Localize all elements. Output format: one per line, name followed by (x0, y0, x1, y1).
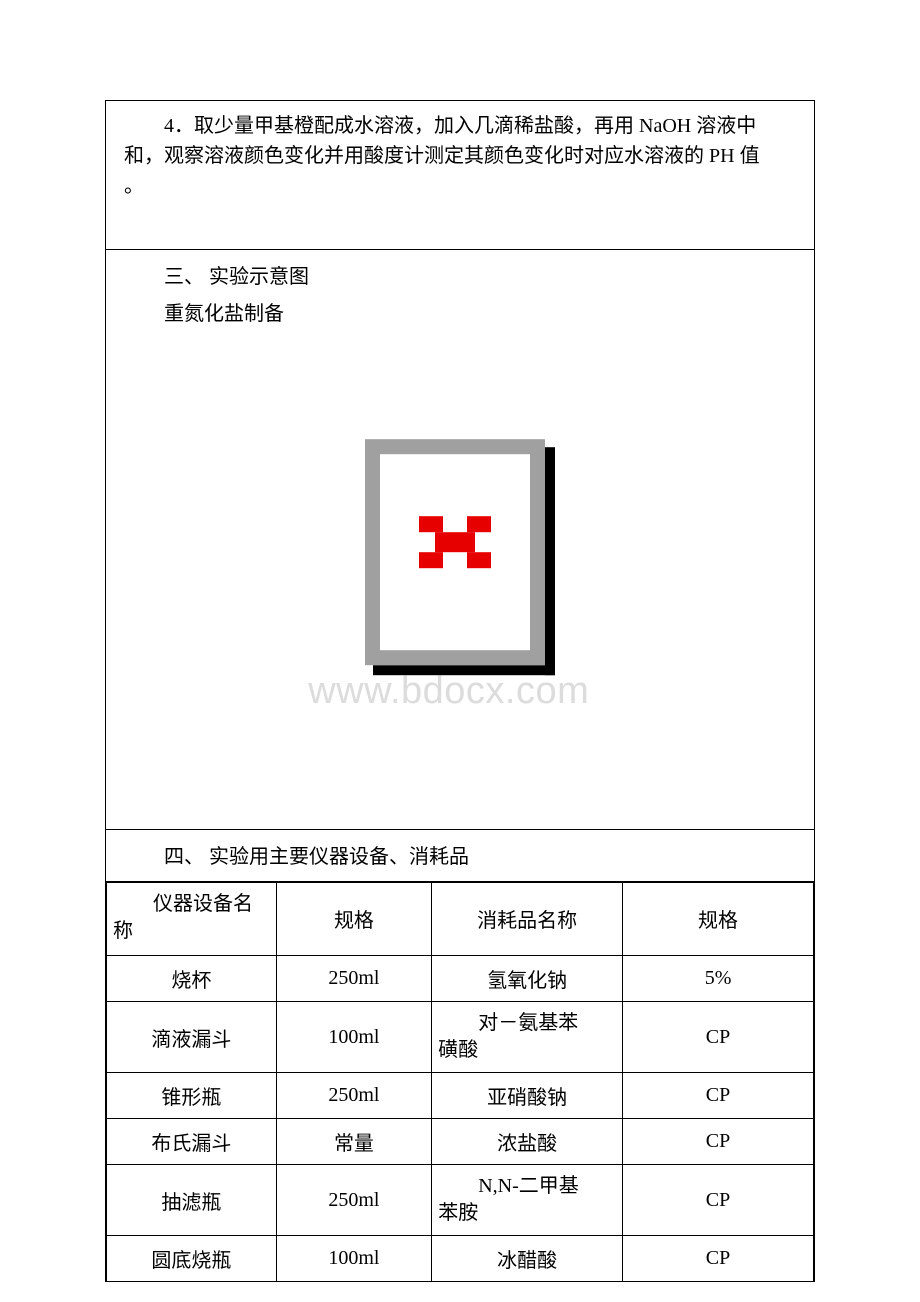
cell-spec1: 250ml (276, 956, 432, 1002)
cell-equip: 滴液漏斗 (107, 1002, 277, 1073)
cell-spec2: CP (623, 1236, 814, 1282)
section-4-heading: 四、 实验用主要仪器设备、消耗品 (124, 840, 796, 869)
table-row: 圆底烧瓶 100ml 冰醋酸 CP (107, 1236, 814, 1282)
diagram-container: www.bdocx.com (124, 326, 796, 811)
cell-consumable: 浓盐酸 (432, 1119, 623, 1165)
cell-spec1: 250ml (276, 1165, 432, 1236)
step4-line1: 4．取少量甲基橙配成水溶液，加入几滴稀盐酸，再用 NaOH 溶液中 (124, 111, 796, 141)
col-spec1: 规格 (276, 883, 432, 956)
section-3-subheading: 重氮化盐制备 (124, 297, 796, 326)
cell-spec2: CP (623, 1119, 814, 1165)
cell-spec2: CP (623, 1165, 814, 1236)
section-3-heading: 三、 实验示意图 (124, 260, 796, 289)
cell-consumable: 亚硝酸钠 (432, 1073, 623, 1119)
step4-line3: 。 (124, 171, 796, 201)
broken-image-icon (365, 439, 555, 675)
cell-consumable: 对－氨基苯 磺酸 (432, 1002, 623, 1073)
section-diagram: 三、 实验示意图 重氮化盐制备 (106, 250, 815, 830)
table-row: 抽滤瓶 250ml N,N-二甲基 苯胺 CP (107, 1165, 814, 1236)
table-header-row: 仪器设备名 称 规格 消耗品名称 规格 (107, 883, 814, 956)
watermark-text: www.bdocx.com (308, 670, 589, 713)
cell-consumable: N,N-二甲基 苯胺 (432, 1165, 623, 1236)
equipment-table: 仪器设备名 称 规格 消耗品名称 规格 烧杯 250ml 氢氧化钠 5% 滴液漏… (106, 882, 814, 1281)
table-row: 锥形瓶 250ml 亚硝酸钠 CP (107, 1073, 814, 1119)
step4-line2: 和，观察溶液颜色变化并用酸度计测定其颜色变化时对应水溶液的 PH 值 (124, 141, 796, 171)
table-row: 滴液漏斗 100ml 对－氨基苯 磺酸 CP (107, 1002, 814, 1073)
equipment-table-container: 仪器设备名 称 规格 消耗品名称 规格 烧杯 250ml 氢氧化钠 5% 滴液漏… (106, 882, 815, 1282)
col-equipment-name: 仪器设备名 称 (107, 883, 277, 956)
cell-consumable: 氢氧化钠 (432, 956, 623, 1002)
table-row: 布氏漏斗 常量 浓盐酸 CP (107, 1119, 814, 1165)
cell-equip: 抽滤瓶 (107, 1165, 277, 1236)
cell-spec1: 常量 (276, 1119, 432, 1165)
cell-spec2: CP (623, 1002, 814, 1073)
section-step-4: 4．取少量甲基橙配成水溶液，加入几滴稀盐酸，再用 NaOH 溶液中 和，观察溶液… (106, 101, 815, 250)
cell-spec1: 250ml (276, 1073, 432, 1119)
section-4-heading-cell: 四、 实验用主要仪器设备、消耗品 (106, 830, 815, 882)
col-consumable-name: 消耗品名称 (432, 883, 623, 956)
cell-spec2: 5% (623, 956, 814, 1002)
cell-equip: 锥形瓶 (107, 1073, 277, 1119)
cell-equip: 布氏漏斗 (107, 1119, 277, 1165)
cell-spec2: CP (623, 1073, 814, 1119)
cell-consumable: 冰醋酸 (432, 1236, 623, 1282)
cell-spec1: 100ml (276, 1236, 432, 1282)
cell-equip: 圆底烧瓶 (107, 1236, 277, 1282)
table-row: 烧杯 250ml 氢氧化钠 5% (107, 956, 814, 1002)
document-body-table: 4．取少量甲基橙配成水溶液，加入几滴稀盐酸，再用 NaOH 溶液中 和，观察溶液… (105, 100, 815, 1282)
col-spec2: 规格 (623, 883, 814, 956)
cell-spec1: 100ml (276, 1002, 432, 1073)
cell-equip: 烧杯 (107, 956, 277, 1002)
